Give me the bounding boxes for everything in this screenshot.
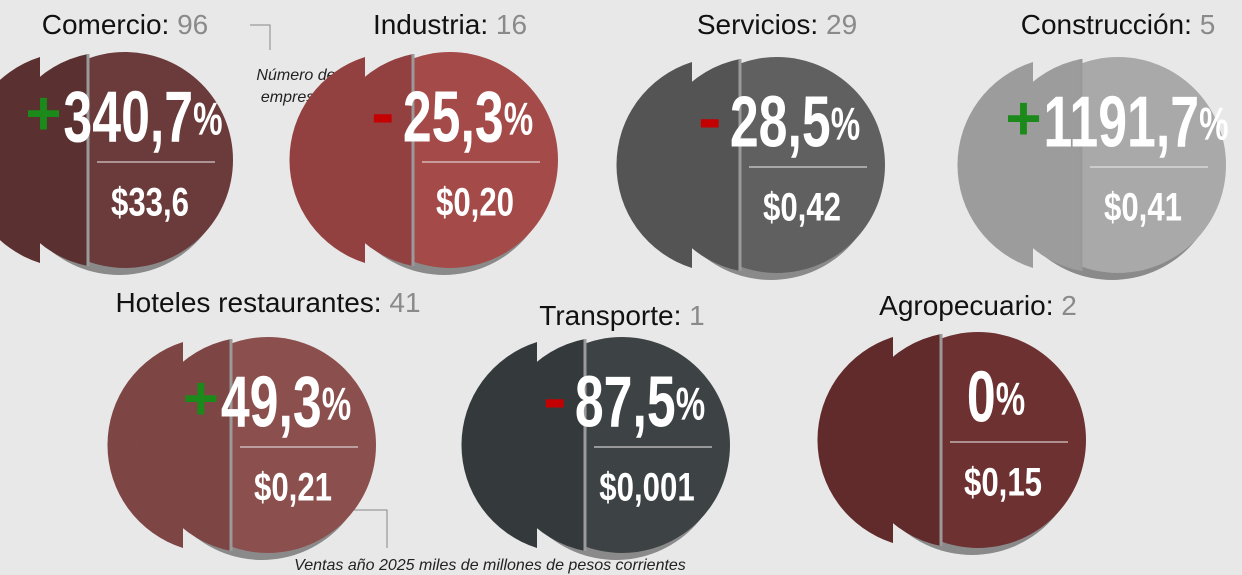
sector-count: 29 — [826, 9, 857, 40]
change-group: 340,7% — [63, 77, 222, 157]
sales-value: $0,21 — [254, 465, 332, 510]
change-unit: % — [996, 374, 1025, 424]
circle-left-fill — [652, 59, 740, 271]
sector-title: Agropecuario: 2 — [879, 290, 1077, 321]
change-sign: - — [371, 73, 394, 151]
sales-value: $0,15 — [964, 460, 1042, 505]
sector-count: 2 — [1061, 290, 1077, 321]
change-sign: - — [698, 78, 721, 156]
change-number: 49,3 — [221, 362, 322, 442]
sector-title: Industria: 16 — [373, 9, 527, 40]
sector-title: Comercio: 96 — [42, 9, 209, 40]
change-unit: % — [322, 379, 351, 429]
sales-group: $0,15 — [964, 460, 1042, 505]
sales-group: $33,6 — [111, 180, 189, 225]
change-number: 87,5 — [575, 362, 676, 442]
change-value: 49,3% — [221, 362, 351, 442]
sales-value: $33,6 — [111, 180, 189, 225]
change-value: 25,3% — [403, 77, 533, 157]
change-number: 340,7 — [63, 77, 193, 157]
change-unit: % — [504, 94, 533, 144]
circle-left-fill — [143, 339, 231, 551]
change-group: 49,3% — [221, 362, 351, 442]
sales-group: $0,001 — [599, 465, 694, 510]
sector-count: 5 — [1200, 9, 1216, 40]
change-number: 28,5 — [730, 82, 831, 162]
sector-count: 41 — [389, 287, 420, 318]
sector-count: 16 — [496, 9, 527, 40]
circle-left-fill — [993, 59, 1081, 271]
sector-name: Construcción: — [1021, 9, 1192, 40]
change-group: 1191,7% — [1043, 82, 1228, 162]
sector-name: Transporte: — [539, 300, 681, 331]
change-unit: % — [676, 379, 705, 429]
sales-value: $0,42 — [763, 185, 841, 230]
change-sign: + — [25, 79, 61, 148]
change-number: 0 — [967, 357, 996, 437]
circle-left-fill — [0, 54, 89, 266]
change-sign: + — [183, 364, 219, 433]
change-sign: + — [1005, 84, 1041, 153]
change-unit: % — [193, 94, 222, 144]
sector-title: Transporte: 1 — [539, 300, 705, 331]
sector-title: Hoteles restaurantes: 41 — [115, 287, 420, 318]
sector-count: 96 — [177, 9, 208, 40]
sector-name: Servicios: — [697, 9, 818, 40]
circle-left-fill — [853, 334, 941, 546]
change-sign: - — [543, 358, 566, 436]
sector-count: 1 — [689, 300, 705, 331]
sector-name: Comercio: — [42, 9, 170, 40]
sector: Agropecuario: 2 0% $0,15 — [817, 290, 1086, 555]
change-value: 87,5% — [575, 362, 705, 442]
change-value: 340,7% — [63, 77, 222, 157]
change-value: 28,5% — [730, 82, 860, 162]
sector-title: Servicios: 29 — [697, 9, 857, 40]
change-number: 25,3 — [403, 77, 504, 157]
change-group: 0% — [967, 357, 1025, 437]
circle-left-fill — [497, 339, 585, 551]
annotation: Ventas año 2025 miles de millones de pes… — [294, 557, 686, 574]
sales-group: $0,41 — [1104, 185, 1182, 230]
change-group: 28,5% — [730, 82, 860, 162]
change-group: 25,3% — [403, 77, 533, 157]
change-number: 1191,7 — [1043, 82, 1199, 162]
sector-name: Industria: — [373, 9, 488, 40]
sales-group: $0,20 — [436, 180, 514, 225]
callout-line — [250, 24, 271, 50]
sales-value: $0,41 — [1104, 185, 1182, 230]
sector-name: Agropecuario: — [879, 290, 1053, 321]
sales-group: $0,21 — [254, 465, 332, 510]
change-group: 87,5% — [575, 362, 705, 442]
sales-value: $0,20 — [436, 180, 514, 225]
sector: Transporte: 187,5%-$0,001 — [461, 300, 730, 560]
annotation-text: Número de — [256, 67, 335, 84]
change-unit: % — [1199, 99, 1228, 149]
sector-name: Hoteles restaurantes: — [115, 287, 381, 318]
change-unit: % — [831, 99, 860, 149]
change-value: 1191,7% — [1043, 82, 1228, 162]
callout-line — [350, 509, 388, 548]
circle-left-fill — [325, 54, 413, 266]
sector-title: Construcción: 5 — [1021, 9, 1216, 40]
sales-value: $0,001 — [599, 465, 694, 510]
sales-group: $0,42 — [763, 185, 841, 230]
change-value: 0% — [967, 357, 1025, 437]
